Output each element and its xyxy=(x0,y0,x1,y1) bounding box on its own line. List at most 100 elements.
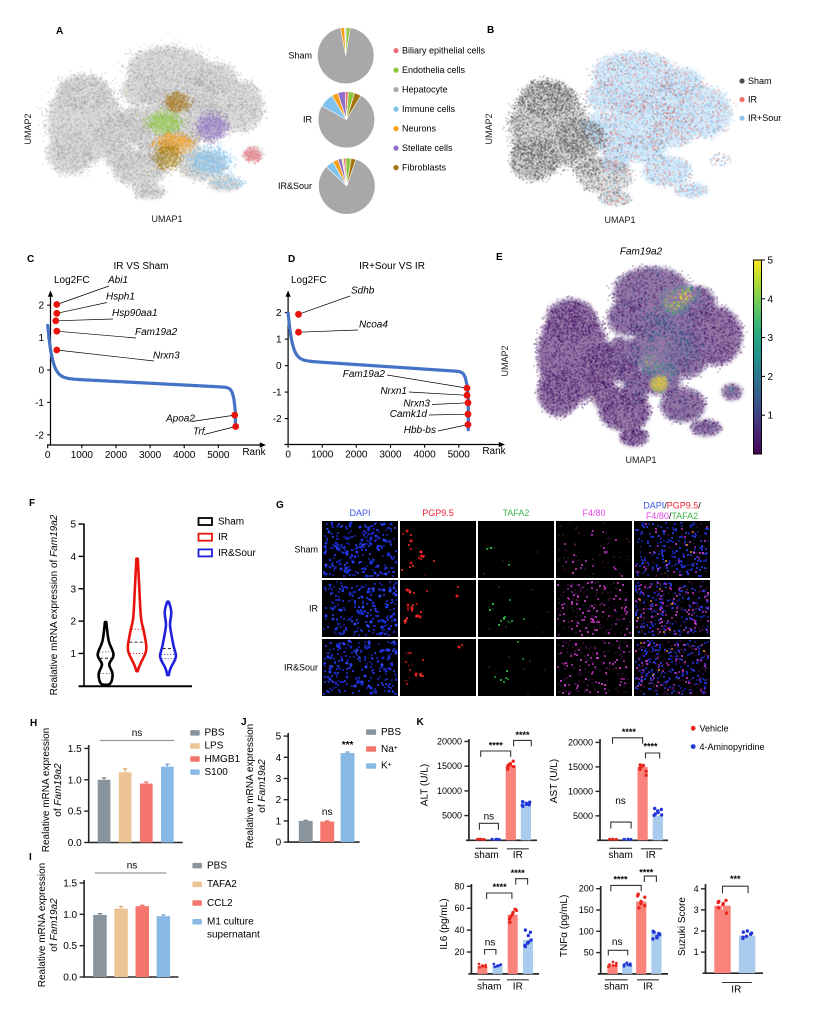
svg-text:sham: sham xyxy=(608,850,632,861)
svg-text:0: 0 xyxy=(276,838,282,849)
svg-text:Fam19a2: Fam19a2 xyxy=(135,327,178,338)
svg-text:Realative mRNA expression: Realative mRNA expression xyxy=(245,724,256,849)
svg-text:Hepatocyte: Hepatocyte xyxy=(402,84,448,94)
svg-text:UMAP1: UMAP1 xyxy=(604,215,635,225)
svg-text:IR: IR xyxy=(748,95,758,105)
svg-text:IR: IR xyxy=(513,850,523,861)
svg-text:****: **** xyxy=(493,882,508,892)
svg-text:5: 5 xyxy=(70,520,76,531)
svg-text:supernatant: supernatant xyxy=(207,930,260,941)
svg-text:M1 culture: M1 culture xyxy=(207,917,254,928)
svg-text:sham: sham xyxy=(604,982,628,993)
svg-text:Suzuki Score: Suzuki Score xyxy=(677,897,688,956)
svg-text:1000: 1000 xyxy=(71,450,94,461)
svg-text:Abi1: Abi1 xyxy=(107,275,128,286)
svg-text:-2: -2 xyxy=(35,430,44,441)
svg-text:3: 3 xyxy=(694,905,699,915)
svg-text:5: 5 xyxy=(768,256,774,267)
svg-text:IR VS Sham: IR VS Sham xyxy=(113,261,168,272)
svg-text:4: 4 xyxy=(694,884,699,894)
svg-text:2: 2 xyxy=(38,301,44,312)
svg-text:Apoa2: Apoa2 xyxy=(165,414,195,425)
svg-text:F4/80: F4/80 xyxy=(582,508,605,518)
svg-text:UMAP2: UMAP2 xyxy=(500,345,510,376)
svg-text:K+: K+ xyxy=(381,761,392,772)
svg-text:1.5: 1.5 xyxy=(68,744,82,755)
svg-text:IR+Sour: IR+Sour xyxy=(748,113,781,123)
svg-text:Log2FC: Log2FC xyxy=(54,275,90,286)
svg-text:of Fam19a2: of Fam19a2 xyxy=(49,898,60,952)
svg-text:2: 2 xyxy=(70,617,76,628)
svg-text:150: 150 xyxy=(579,905,594,915)
svg-text:200: 200 xyxy=(579,884,594,894)
svg-text:PBS: PBS xyxy=(381,727,401,738)
svg-text:UMAP2: UMAP2 xyxy=(23,113,33,144)
svg-text:1: 1 xyxy=(38,333,44,344)
svg-text:Nrxn3: Nrxn3 xyxy=(403,399,430,410)
svg-text:F: F xyxy=(29,498,35,509)
svg-text:Fam19a2: Fam19a2 xyxy=(343,369,386,380)
svg-text:sham: sham xyxy=(474,850,498,861)
svg-text:Trf: Trf xyxy=(193,427,206,438)
svg-text:IR: IR xyxy=(731,985,741,996)
svg-text:IR+Sour VS IR: IR+Sour VS IR xyxy=(359,261,425,272)
svg-text:DAPI/PGP9.5/: DAPI/PGP9.5/ xyxy=(643,501,701,511)
svg-text:TNFα (pg/mL): TNFα (pg/mL) xyxy=(559,895,570,957)
svg-text:1.0: 1.0 xyxy=(63,910,77,921)
svg-text:2: 2 xyxy=(694,926,699,936)
svg-text:Log2FC: Log2FC xyxy=(291,275,327,286)
svg-text:10000: 10000 xyxy=(437,786,462,796)
svg-text:-2: -2 xyxy=(273,414,282,425)
svg-text:1: 1 xyxy=(276,816,282,827)
svg-text:S100: S100 xyxy=(205,767,229,778)
svg-text:0: 0 xyxy=(285,450,291,461)
svg-text:UMAP2: UMAP2 xyxy=(484,113,494,144)
svg-text:5: 5 xyxy=(276,732,282,743)
svg-text:-1: -1 xyxy=(35,398,44,409)
svg-text:of Fam19a2: of Fam19a2 xyxy=(257,759,268,813)
svg-text:PGP9.5: PGP9.5 xyxy=(422,508,454,518)
svg-text:****: **** xyxy=(613,874,628,884)
svg-text:1: 1 xyxy=(70,649,76,660)
svg-text:0: 0 xyxy=(38,366,44,377)
svg-text:HMGB1: HMGB1 xyxy=(205,754,241,765)
svg-text:Sham: Sham xyxy=(218,517,244,528)
svg-text:Hbb-bs: Hbb-bs xyxy=(404,425,436,436)
svg-text:1: 1 xyxy=(694,947,699,957)
svg-text:ns: ns xyxy=(485,937,496,948)
svg-text:IR&Sour: IR&Sour xyxy=(218,548,256,559)
svg-text:Endothelia cells: Endothelia cells xyxy=(402,65,466,75)
svg-text:CCL2: CCL2 xyxy=(207,898,233,909)
svg-text:AST (U/L): AST (U/L) xyxy=(549,759,560,803)
svg-text:4: 4 xyxy=(276,753,282,764)
svg-text:2000: 2000 xyxy=(105,450,128,461)
svg-text:2: 2 xyxy=(768,372,774,383)
svg-text:IR: IR xyxy=(646,850,656,861)
svg-text:Fam19a2: Fam19a2 xyxy=(620,247,663,258)
svg-text:4000: 4000 xyxy=(413,450,436,461)
svg-text:Realative mRNA expression of F: Realative mRNA expression of Fam19a2 xyxy=(49,514,60,695)
svg-text:4: 4 xyxy=(768,294,774,305)
svg-text:IR&Sour: IR&Sour xyxy=(278,181,312,191)
svg-text:Fibroblasts: Fibroblasts xyxy=(402,162,447,172)
svg-text:20000: 20000 xyxy=(568,737,593,747)
svg-text:K: K xyxy=(417,717,425,728)
svg-text:LPS: LPS xyxy=(205,741,224,752)
svg-text:TAFA2: TAFA2 xyxy=(503,508,530,518)
svg-text:E: E xyxy=(496,252,503,263)
svg-text:Stellate cells: Stellate cells xyxy=(402,143,453,153)
svg-text:5000: 5000 xyxy=(207,450,230,461)
svg-text:4-Aminopyridine: 4-Aminopyridine xyxy=(700,742,765,752)
svg-text:****: **** xyxy=(511,868,526,878)
svg-text:5000: 5000 xyxy=(573,811,593,821)
svg-text:G: G xyxy=(276,500,284,511)
svg-text:B: B xyxy=(487,25,494,36)
svg-text:Nrxn3: Nrxn3 xyxy=(153,351,180,362)
svg-text:ALT (U/L): ALT (U/L) xyxy=(420,764,431,806)
svg-text:IR: IR xyxy=(513,982,523,993)
svg-text:sham: sham xyxy=(477,982,501,993)
svg-text:15000: 15000 xyxy=(437,761,462,771)
svg-text:Rank: Rank xyxy=(482,446,506,457)
svg-text:****: **** xyxy=(643,742,658,752)
svg-text:Rank: Rank xyxy=(242,447,266,458)
